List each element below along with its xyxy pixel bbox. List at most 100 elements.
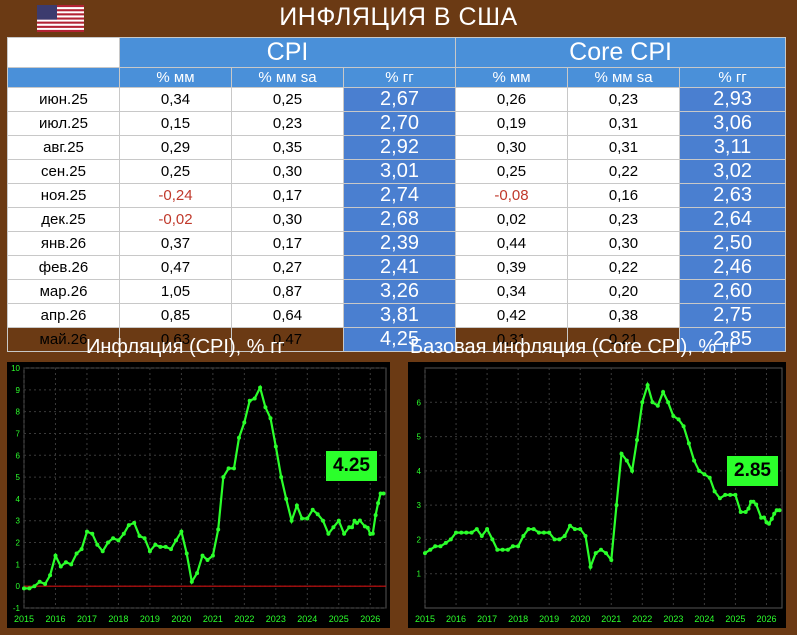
cpi-chart: -1 0 1 2 3 4 5 6 7 8 9 10 2015 2016 2017 2018 2019 2020 20… <box>7 362 390 628</box>
table-cell-cpi-mm-sa: 0,23 <box>231 111 344 136</box>
data-point <box>774 508 779 513</box>
data-point <box>347 525 352 530</box>
table-cell-cpi-mm-sa: 0,17 <box>231 183 344 208</box>
table-row: сен.25 0,25 0,30 3,01 0,25 0,22 3,02 <box>7 159 787 184</box>
table-cell-core-mm-sa: 0,16 <box>567 183 681 208</box>
x-tick-label: 2020 <box>570 614 590 624</box>
data-point <box>22 586 26 591</box>
x-tick-label: 2018 <box>508 614 528 624</box>
data-point <box>733 492 738 497</box>
table-cell-cpi-yy: 2,67 <box>342 87 457 112</box>
data-point <box>728 492 733 497</box>
inflation-table: CPI Core CPI % мм % мм sa % гг % мм % мм… <box>7 37 787 352</box>
table-cell-core-mm: 0,34 <box>455 279 569 304</box>
data-point <box>216 527 221 532</box>
data-point <box>746 506 751 511</box>
table-cell-month: сен.25 <box>7 159 120 184</box>
table-cell-month: апр.26 <box>7 303 120 328</box>
data-point <box>37 579 42 584</box>
data-point <box>702 472 707 477</box>
table-cell-cpi-mm-sa: 0,25 <box>231 87 344 112</box>
x-tick-label: 2026 <box>756 614 776 624</box>
table-cell-month: фев.26 <box>7 255 120 280</box>
x-tick-label: 2022 <box>632 614 652 624</box>
data-point <box>448 537 453 542</box>
data-point <box>184 551 189 556</box>
data-point <box>438 544 443 549</box>
x-tick-label: 2024 <box>297 614 317 624</box>
x-tick-label: 2024 <box>694 614 714 624</box>
x-tick-label: 2020 <box>171 614 191 624</box>
table-row: авг.25 0,29 0,35 2,92 0,30 0,31 3,11 <box>7 135 787 160</box>
data-point <box>599 547 603 552</box>
table-cell-core-yy: 2,60 <box>679 279 787 304</box>
data-point <box>645 383 650 388</box>
table-cell-core-mm-sa: 0,23 <box>567 207 681 232</box>
data-point <box>226 466 231 471</box>
sub-header: % мм <box>455 67 569 88</box>
table-cell-core-yy: 3,11 <box>679 135 787 160</box>
table-row: ноя.25 -0,24 0,17 2,74 -0,08 0,16 2,63 <box>7 183 787 208</box>
data-point <box>147 549 152 554</box>
corner-cell <box>7 37 120 68</box>
table-cell-cpi-mm-sa: 0,27 <box>231 255 344 280</box>
data-point <box>490 537 495 542</box>
data-point <box>686 441 691 446</box>
data-point <box>237 435 241 440</box>
data-point <box>326 531 331 536</box>
x-tick-label: 2026 <box>360 614 380 624</box>
table-cell-core-yy: 2,75 <box>679 303 787 328</box>
table-cell-core-yy: 2,64 <box>679 207 787 232</box>
x-tick-label: 2017 <box>77 614 97 624</box>
table-cell-cpi-yy: 3,01 <box>342 159 457 184</box>
data-point <box>106 540 110 545</box>
y-tick-label: 4 <box>16 495 21 504</box>
data-point <box>516 544 521 549</box>
data-point <box>557 537 562 542</box>
table-cell-core-mm: 0,42 <box>455 303 569 328</box>
data-point <box>195 571 200 576</box>
data-point <box>474 527 479 532</box>
data-point <box>588 564 593 569</box>
y-tick-label: 6 <box>417 398 422 407</box>
data-point <box>27 586 32 591</box>
y-tick-label: 6 <box>16 451 21 460</box>
data-point <box>74 551 79 556</box>
data-point <box>624 458 629 463</box>
table-cell-cpi-mm: -0,24 <box>119 183 232 208</box>
y-tick-label: 10 <box>11 364 20 373</box>
cpi-last-value-badge: 4.25 <box>325 450 378 482</box>
x-tick-label: 2018 <box>108 614 128 624</box>
data-point <box>284 496 289 501</box>
data-point <box>32 584 37 589</box>
data-point <box>58 564 63 569</box>
data-point <box>336 518 341 523</box>
data-point <box>531 527 536 532</box>
core-cpi-chart: 1 2 3 4 5 6 2015 2016 2017 2018 2019 2020 2021 2022 20… <box>408 362 786 628</box>
data-point <box>95 542 100 547</box>
table-cell-core-mm-sa: 0,23 <box>567 87 681 112</box>
data-point <box>179 529 184 534</box>
data-point <box>289 518 294 523</box>
data-point <box>279 475 284 480</box>
us-flag-icon <box>37 5 84 32</box>
table-row: мар.26 1,05 0,87 3,26 0,34 0,20 2,60 <box>7 279 787 304</box>
data-point <box>232 466 236 471</box>
data-point <box>169 547 173 552</box>
table-cell-core-mm-sa: 0,22 <box>567 159 681 184</box>
data-point <box>321 518 325 523</box>
plot-frame <box>23 367 387 609</box>
table-cell-month: июн.25 <box>7 87 120 112</box>
table-cell-cpi-mm-sa: 0,30 <box>231 207 344 232</box>
table-cell-cpi-mm: 0,47 <box>119 255 232 280</box>
y-tick-label: 3 <box>417 501 422 510</box>
table-cell-cpi-mm: 0,15 <box>119 111 232 136</box>
y-tick-label: -1 <box>13 604 21 613</box>
data-point <box>310 507 315 512</box>
table-cell-cpi-mm: 0,85 <box>119 303 232 328</box>
plot-frame <box>424 367 783 609</box>
data-point <box>692 458 697 463</box>
table-cell-cpi-yy: 4,25 <box>342 327 457 352</box>
data-point <box>681 424 686 429</box>
data-point <box>158 544 163 549</box>
